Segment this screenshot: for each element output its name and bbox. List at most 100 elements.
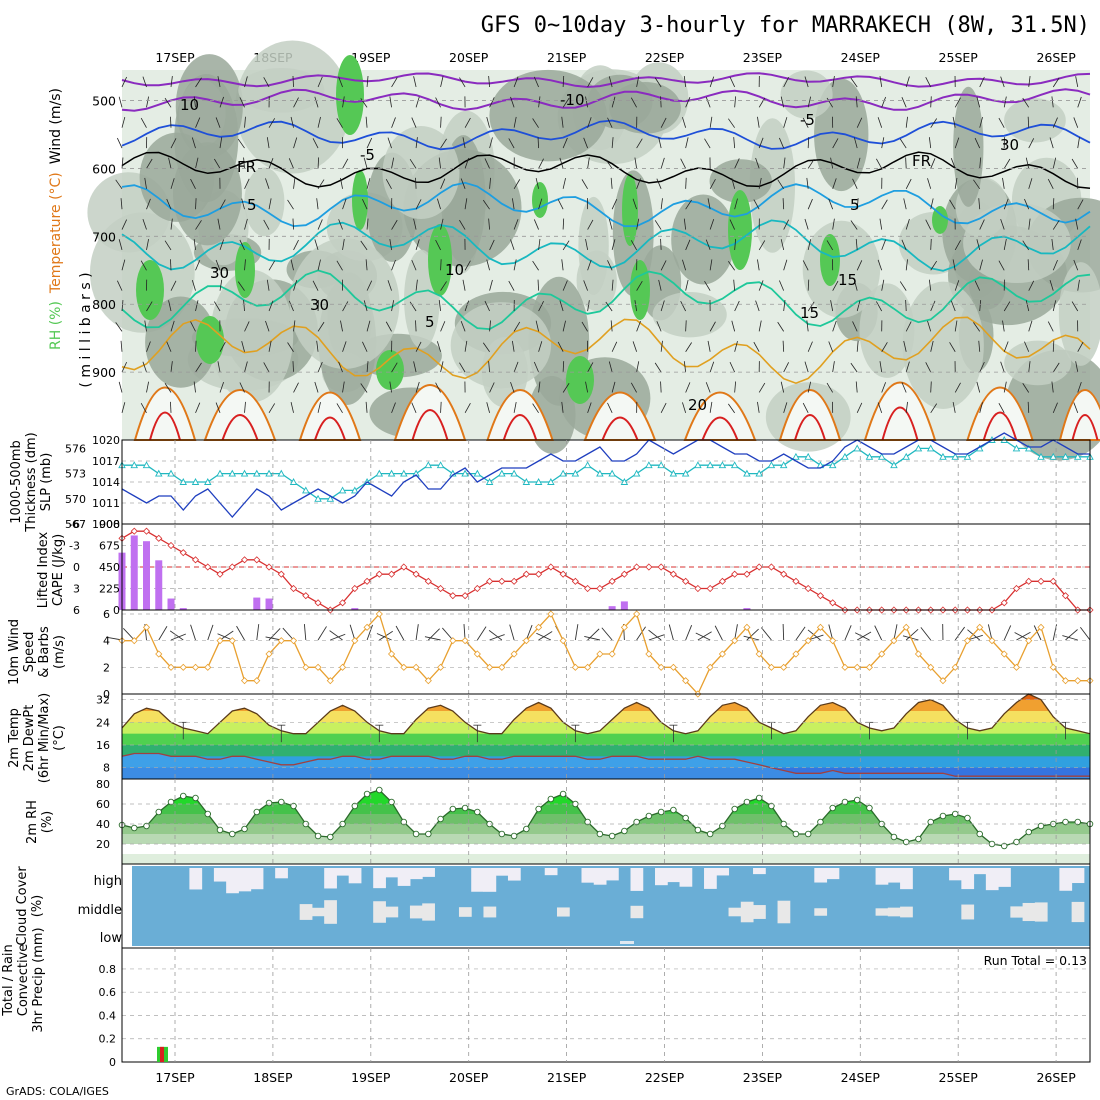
- contour-label: 15: [838, 271, 857, 289]
- surface-wind-barb: [782, 623, 785, 641]
- wind-barb: [391, 117, 396, 128]
- wind-barb: [881, 239, 887, 251]
- wind-barb: [561, 259, 564, 271]
- wind-speed-point: [1049, 663, 1057, 671]
- wind-barb: [217, 218, 221, 230]
- rh2m-point: [829, 804, 836, 812]
- wind-barb: [832, 178, 837, 189]
- wind-barb: [828, 198, 834, 210]
- wind-barb: [1073, 402, 1079, 413]
- wind-barb: [930, 96, 932, 108]
- wind-barb: [265, 320, 270, 332]
- rh-shade: [238, 67, 325, 113]
- wind-barb: [314, 96, 319, 108]
- lifted-index-point: [167, 541, 175, 550]
- rh-high-shade: [820, 234, 840, 286]
- wind-barb: [636, 281, 643, 291]
- pressure-tick-label: 800: [92, 297, 116, 312]
- wind-speed-point: [988, 637, 996, 645]
- wind-barb: [780, 239, 785, 250]
- wind-barb: [562, 280, 568, 291]
- wind-barb: [239, 239, 245, 251]
- lifted-index-point: [620, 570, 628, 578]
- wind-barb: [587, 219, 594, 230]
- wind-barb: [905, 300, 907, 312]
- low-level-temp-contour: [583, 391, 657, 441]
- wind-barb: [608, 76, 613, 88]
- temperature-line: [121, 693, 1091, 735]
- wind-barb: [709, 361, 715, 373]
- wind-barb: [758, 240, 766, 251]
- thickness-point: [632, 469, 641, 477]
- wind-barb: [195, 77, 202, 88]
- wind-speed-point: [927, 663, 935, 671]
- lifted-index-point: [608, 577, 616, 585]
- rh-high-shade: [352, 170, 368, 230]
- wind-barb: [314, 381, 319, 393]
- wind-speed-point: [669, 663, 677, 671]
- wind-barb: [391, 219, 398, 230]
- surface-wind-barb: [265, 636, 282, 641]
- wind-barb: [440, 116, 442, 128]
- thickness-point: [498, 469, 506, 477]
- surface-wind-barb: [329, 630, 343, 641]
- wind-barb: [146, 239, 149, 250]
- wind-barb: [1024, 341, 1030, 352]
- thickness-point: [167, 469, 175, 477]
- temp-30-contour: [701, 416, 739, 441]
- wind-barb: [389, 381, 392, 393]
- lifted-index-point: [449, 592, 457, 600]
- wind-barb: [440, 321, 446, 332]
- thickness-point: [583, 461, 592, 469]
- wind-barb: [685, 279, 689, 291]
- chart-title: GFS 0~10day 3-hourly for MARRAKECH (8W, …: [481, 13, 1090, 38]
- surface-wind-barb: [808, 634, 824, 641]
- wind-ylabel: 10m Wind: [7, 619, 22, 685]
- wind-barb: [930, 198, 934, 210]
- wind-barb: [850, 77, 858, 88]
- temp-tick: 16: [96, 739, 110, 752]
- wind-speed-point: [743, 623, 751, 631]
- wind-barb: [1047, 321, 1054, 332]
- temp-band: [122, 733, 1090, 746]
- cloud-middle-gap: [385, 906, 399, 918]
- thickness-point: [951, 452, 959, 460]
- wind-barb: [164, 240, 172, 251]
- wind-barb: [219, 96, 224, 108]
- upper-panel-ylabel: RH (%) Temperature (°C) Wind (m/s): [48, 88, 64, 350]
- surface-wind-barb: [538, 631, 553, 641]
- rh2m-point: [351, 802, 359, 810]
- rh-shade: [749, 118, 796, 253]
- wind-barb: [415, 199, 422, 210]
- wind-speed-point: [240, 677, 249, 685]
- rh-shade: [709, 159, 772, 203]
- surface-wind-barb: [303, 624, 307, 641]
- wind-speed-point: [363, 623, 371, 631]
- surface-wind-barb: [424, 636, 441, 641]
- thickness-point: [755, 469, 763, 477]
- wind-barb: [757, 401, 760, 413]
- wind-barb: [611, 199, 618, 210]
- rh2m-point: [1025, 828, 1032, 836]
- surface-wind-barb: [828, 624, 834, 641]
- wind-barb: [268, 198, 272, 210]
- wind-barb: [317, 361, 323, 373]
- surface-wind-barb: [441, 627, 454, 641]
- cape-bar: [155, 560, 163, 610]
- rh2m-point: [841, 798, 849, 806]
- thickness-point: [1012, 444, 1021, 452]
- lifted-index-point: [780, 570, 788, 578]
- contour-label: -5: [360, 146, 375, 164]
- wind-barb: [365, 259, 368, 271]
- wind-barb: [243, 300, 245, 312]
- wind-barb: [459, 219, 466, 230]
- surface-wind-barb: [488, 630, 503, 641]
- wind-barb: [440, 218, 444, 230]
- rh2m-point: [204, 810, 212, 818]
- bottom-date-label: 21SEP: [547, 1070, 587, 1085]
- wind-barb: [484, 300, 490, 312]
- wind-barb: [1071, 301, 1079, 312]
- lifted-index-point: [228, 563, 236, 571]
- bottom-date-label: 19SEP: [351, 1070, 391, 1085]
- wind-barb: [489, 239, 495, 251]
